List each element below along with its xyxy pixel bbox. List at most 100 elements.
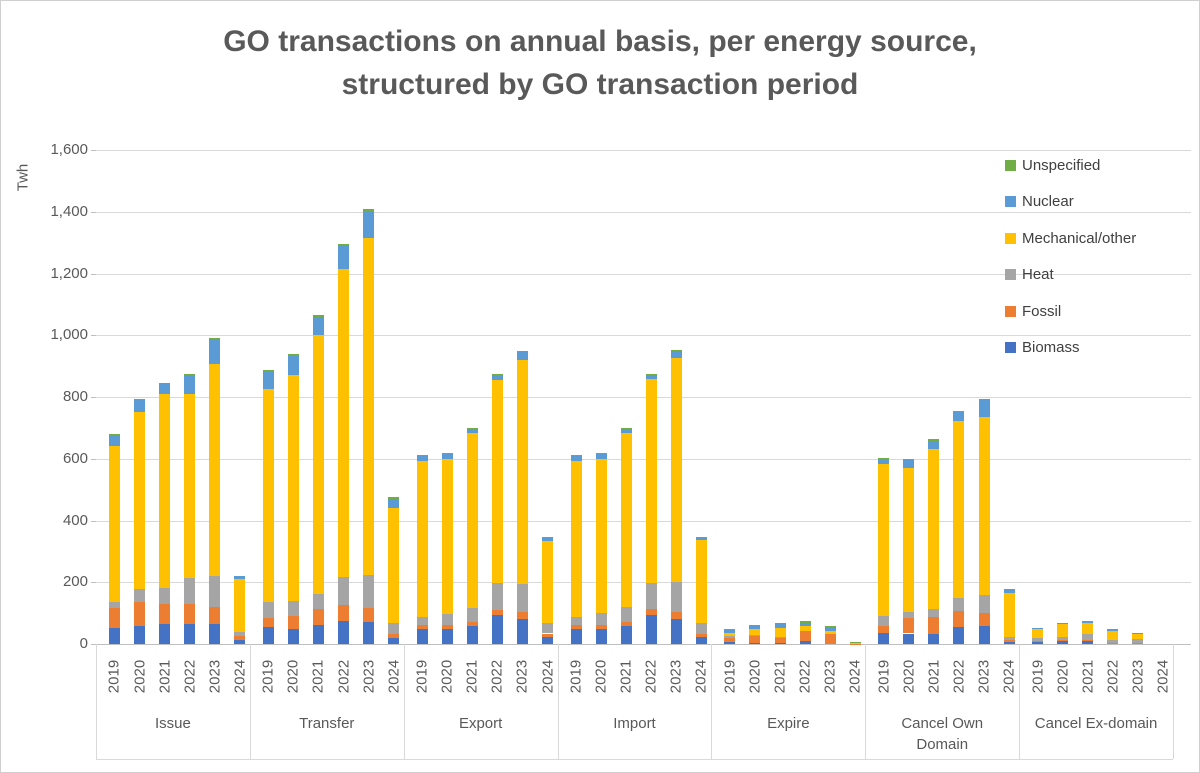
bar-segment-issue-2023-heat[interactable]	[209, 576, 221, 607]
bar-segment-issue-2021-unspecified[interactable]	[159, 383, 171, 385]
bar-segment-issue-2019-fossil[interactable]	[108, 607, 120, 628]
bar-segment-export-2019-biomass[interactable]	[416, 629, 428, 644]
bar-segment-cancel-ex-domain-2021-fossil[interactable]	[1082, 639, 1094, 641]
bar-segment-export-2019-nuclear[interactable]	[416, 456, 428, 461]
bar-segment-expire-2021-unspecified[interactable]	[774, 623, 786, 624]
bar-segment-import-2020-biomass[interactable]	[595, 628, 607, 644]
bar-segment-transfer-2023-nuclear[interactable]	[363, 210, 375, 238]
bar-segment-transfer-2020-heat[interactable]	[287, 601, 299, 616]
bar-segment-import-2022-fossil[interactable]	[645, 609, 657, 616]
bar-segment-issue-2024-mechanical-other[interactable]	[234, 578, 246, 633]
bar-segment-expire-2019-fossil[interactable]	[724, 637, 736, 643]
bar-segment-export-2020-heat[interactable]	[441, 613, 453, 626]
bar-segment-cancel-ex-domain-2023-heat[interactable]	[1132, 638, 1144, 643]
bar-segment-transfer-2021-fossil[interactable]	[312, 609, 324, 626]
bar-segment-import-2020-nuclear[interactable]	[595, 454, 607, 460]
bar-segment-expire-2019-biomass[interactable]	[724, 642, 736, 644]
bar-segment-issue-2020-unspecified[interactable]	[134, 398, 146, 400]
legend-item-unspecified[interactable]: Unspecified	[1005, 157, 1100, 174]
bar-segment-issue-2024-nuclear[interactable]	[234, 576, 246, 579]
bar-segment-cancel-ex-domain-2023-mechanical-other[interactable]	[1132, 633, 1144, 639]
bar-segment-transfer-2020-mechanical-other[interactable]	[287, 374, 299, 602]
bar-segment-transfer-2020-fossil[interactable]	[287, 615, 299, 629]
legend-item-fossil[interactable]: Fossil	[1005, 303, 1061, 320]
bar-segment-cancel-own-domain-2023-biomass[interactable]	[978, 626, 990, 644]
bar-segment-cancel-ex-domain-2022-unspecified[interactable]	[1107, 629, 1119, 631]
bar-segment-transfer-2019-nuclear[interactable]	[262, 372, 274, 389]
bar-segment-cancel-own-domain-2022-biomass[interactable]	[953, 626, 965, 644]
bar-segment-expire-2022-fossil[interactable]	[799, 631, 811, 641]
bar-segment-import-2024-biomass[interactable]	[695, 636, 707, 644]
bar-segment-transfer-2020-biomass[interactable]	[287, 628, 299, 644]
bar-segment-cancel-ex-domain-2021-heat[interactable]	[1082, 634, 1094, 640]
bar-segment-import-2022-nuclear[interactable]	[645, 375, 657, 380]
bar-segment-cancel-own-domain-2020-biomass[interactable]	[903, 633, 915, 644]
bar-segment-cancel-own-domain-2023-unspecified[interactable]	[978, 399, 990, 401]
bar-segment-transfer-2023-biomass[interactable]	[363, 622, 375, 644]
bar-segment-transfer-2024-heat[interactable]	[388, 622, 400, 635]
bar-segment-expire-2021-fossil[interactable]	[774, 637, 786, 644]
bar-segment-cancel-own-domain-2023-nuclear[interactable]	[978, 400, 990, 417]
bar-segment-export-2020-unspecified[interactable]	[441, 452, 453, 455]
bar-segment-issue-2020-nuclear[interactable]	[134, 399, 146, 412]
bar-segment-export-2020-nuclear[interactable]	[441, 454, 453, 460]
bar-segment-export-2022-biomass[interactable]	[491, 615, 503, 644]
bar-segment-transfer-2022-mechanical-other[interactable]	[338, 269, 350, 577]
bar-segment-issue-2022-heat[interactable]	[184, 577, 196, 604]
bar-segment-issue-2023-nuclear[interactable]	[209, 338, 221, 364]
bar-segment-transfer-2019-unspecified[interactable]	[262, 370, 274, 373]
bar-segment-import-2023-heat[interactable]	[670, 582, 682, 613]
bar-segment-export-2020-fossil[interactable]	[441, 625, 453, 629]
bar-segment-issue-2019-nuclear[interactable]	[108, 434, 120, 446]
bar-segment-transfer-2019-fossil[interactable]	[262, 617, 274, 627]
bar-segment-export-2023-nuclear[interactable]	[516, 351, 528, 360]
bar-segment-cancel-own-domain-2021-biomass[interactable]	[928, 633, 940, 644]
bar-segment-export-2021-mechanical-other[interactable]	[466, 433, 478, 608]
bar-segment-expire-2022-nuclear[interactable]	[799, 622, 811, 627]
bar-segment-cancel-ex-domain-2023-nuclear[interactable]	[1132, 633, 1144, 635]
bar-segment-cancel-ex-domain-2020-mechanical-other[interactable]	[1057, 623, 1069, 637]
bar-segment-transfer-2022-fossil[interactable]	[338, 605, 350, 622]
bar-segment-import-2019-mechanical-other[interactable]	[570, 460, 582, 617]
bar-segment-export-2021-nuclear[interactable]	[466, 429, 478, 434]
bar-segment-import-2020-unspecified[interactable]	[595, 452, 607, 455]
bar-segment-export-2021-unspecified[interactable]	[466, 427, 478, 430]
bar-segment-export-2024-fossil[interactable]	[542, 633, 554, 637]
bar-segment-import-2024-nuclear[interactable]	[695, 536, 707, 540]
bar-segment-import-2022-biomass[interactable]	[645, 615, 657, 644]
bar-segment-transfer-2024-unspecified[interactable]	[388, 497, 400, 499]
bar-segment-cancel-own-domain-2021-heat[interactable]	[928, 608, 940, 617]
bar-segment-import-2019-nuclear[interactable]	[570, 456, 582, 461]
bar-segment-transfer-2019-biomass[interactable]	[262, 626, 274, 644]
bar-segment-issue-2023-unspecified[interactable]	[209, 338, 221, 340]
bar-segment-cancel-ex-domain-2022-mechanical-other[interactable]	[1107, 630, 1119, 640]
bar-segment-cancel-ex-domain-2020-heat[interactable]	[1057, 636, 1069, 641]
bar-segment-cancel-ex-domain-2020-fossil[interactable]	[1057, 640, 1069, 642]
bar-segment-cancel-own-domain-2024-heat[interactable]	[1003, 637, 1015, 640]
bar-segment-expire-2023-mechanical-other[interactable]	[824, 631, 836, 635]
bar-segment-import-2023-fossil[interactable]	[670, 612, 682, 620]
bar-segment-import-2023-biomass[interactable]	[670, 619, 682, 644]
bar-segment-expire-2022-mechanical-other[interactable]	[799, 626, 811, 632]
bar-segment-import-2020-fossil[interactable]	[595, 624, 607, 629]
bar-segment-import-2020-mechanical-other[interactable]	[595, 459, 607, 613]
bar-segment-cancel-ex-domain-2021-nuclear[interactable]	[1082, 622, 1094, 624]
bar-segment-cancel-ex-domain-2022-heat[interactable]	[1107, 639, 1119, 643]
bar-segment-expire-2019-mechanical-other[interactable]	[724, 632, 736, 637]
bar-segment-transfer-2024-nuclear[interactable]	[388, 498, 400, 509]
bar-segment-cancel-own-domain-2020-nuclear[interactable]	[903, 460, 915, 468]
bar-segment-export-2023-heat[interactable]	[516, 584, 528, 613]
bar-segment-cancel-own-domain-2021-mechanical-other[interactable]	[928, 448, 940, 609]
bar-segment-cancel-own-domain-2022-mechanical-other[interactable]	[953, 421, 965, 598]
bar-segment-import-2021-fossil[interactable]	[620, 622, 632, 626]
bar-segment-issue-2020-heat[interactable]	[134, 589, 146, 602]
bar-segment-issue-2023-mechanical-other[interactable]	[209, 363, 221, 577]
bar-segment-expire-2019-nuclear[interactable]	[724, 630, 736, 633]
bar-segment-import-2019-fossil[interactable]	[570, 625, 582, 630]
legend-item-biomass[interactable]: Biomass	[1005, 339, 1080, 356]
bar-segment-expire-2021-heat[interactable]	[774, 636, 786, 638]
bar-segment-cancel-ex-domain-2020-nuclear[interactable]	[1057, 623, 1069, 625]
bar-segment-cancel-own-domain-2019-heat[interactable]	[878, 616, 890, 627]
bar-segment-issue-2021-nuclear[interactable]	[159, 383, 171, 394]
bar-segment-export-2019-fossil[interactable]	[416, 625, 428, 630]
